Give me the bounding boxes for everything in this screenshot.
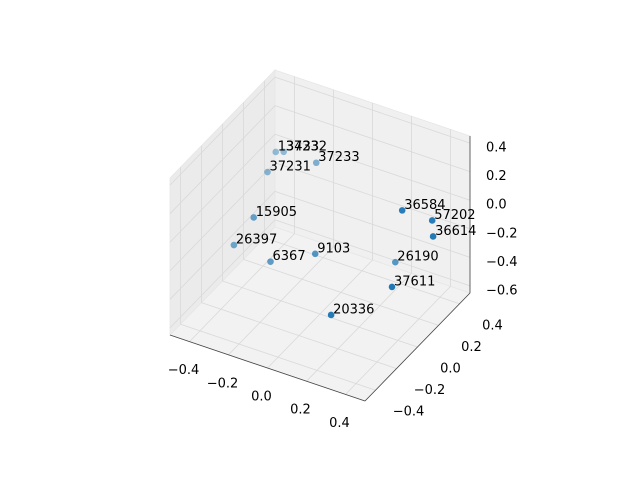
point-label: 37611 [394,274,435,289]
point-label: 13433 [278,139,319,154]
z-grid-line [169,133,276,243]
point [312,159,320,167]
point [311,250,319,258]
point-label: 6367 [273,249,306,264]
y-tick-label: −0.4 [393,405,425,420]
z-grid-line [274,190,471,258]
z-grid-line [169,105,276,214]
point-label: 20336 [333,302,374,317]
point-label: 37231 [270,160,311,175]
z-grid-line [274,219,471,287]
z-grid-line [169,162,276,272]
z-grid-line [274,133,471,201]
point [327,311,335,319]
x-tick-label: 0.4 [329,416,350,431]
point [428,217,436,224]
point [429,233,437,240]
point-label: 37232 [286,139,327,154]
point [398,207,406,214]
point-label: 26190 [397,250,438,265]
point-label: 37233 [318,150,359,165]
z-tick-label: 0.0 [486,198,507,213]
y-tick-label: 0.2 [461,340,482,355]
y-grid-line [201,302,397,369]
point [280,148,288,156]
y-tick-label: −0.2 [414,383,446,398]
point-label: 57202 [434,208,475,223]
z-grid-line [274,162,471,230]
y-grid-line [243,259,439,326]
point-label: 15905 [256,205,297,220]
point [392,258,399,266]
z-grid-line [274,105,471,173]
point [272,148,280,156]
z-tick-label: 0.4 [486,141,507,156]
point-label: 36584 [404,198,445,213]
y-grid-line [180,323,376,391]
z-tick-label: −0.2 [486,226,518,241]
z-grid-line [169,191,276,300]
y-tick-label: 0.4 [482,318,503,333]
x-tick-label: 0.0 [251,390,272,405]
point [264,168,271,176]
z-grid-line [169,219,276,329]
z-grid-line [274,76,471,144]
point [388,283,396,291]
point-label: 26397 [236,233,277,248]
x-tick-label: 0.2 [290,403,311,418]
point [250,214,257,221]
z-tick-label: −0.6 [486,283,518,298]
z-tick-label: −0.4 [486,255,518,270]
axis-line [364,292,471,402]
y-grid-line [222,280,418,348]
x-tick-label: −0.2 [207,376,239,391]
point [267,258,274,265]
point [230,241,238,249]
z-tick-label: 0.2 [486,169,507,184]
point-label: 9103 [317,241,350,256]
point-label: 36614 [435,224,476,239]
axis-line [169,334,366,402]
x-tick-label: −0.4 [168,363,200,378]
y-grid-line [264,237,460,305]
y-tick-label: 0.0 [440,362,461,377]
z-grid-line [169,76,276,186]
